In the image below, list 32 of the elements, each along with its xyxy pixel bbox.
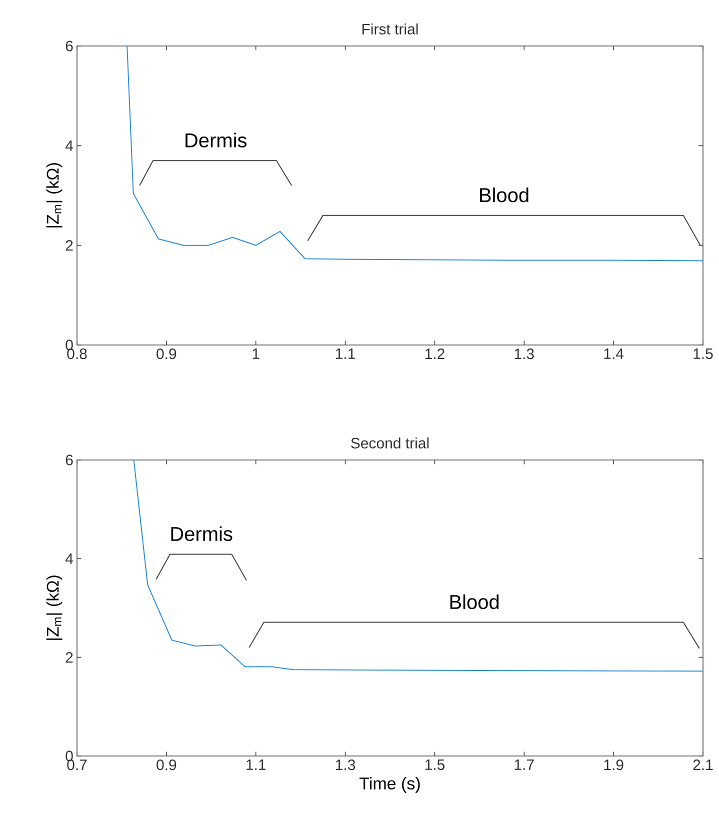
x-tick-label: 1.2 [425,348,444,359]
x-tick-label: 0.7 [67,760,87,770]
x-tick-label: 0.9 [156,348,176,360]
y-axis-title: |Z$_{m}$| (kΩ) [46,163,62,228]
x-tick-label: 2.1 [693,760,713,770]
y-axis-title: |Z$_{m}$| (kΩ) [46,576,62,640]
x-tick-label: 1.5 [425,760,445,770]
x-axis-title: Time (s) [360,777,420,793]
x-tick-label: 1.1 [336,348,355,359]
chart-title: Second trial [351,437,429,448]
x-tick-label: 1.5 [694,348,713,359]
annotation: Dermis [186,132,247,148]
x-tick-label: 1.4 [604,348,624,359]
x-tick-label: 1.9 [604,760,624,770]
y-tick-label: 4 [65,140,74,151]
x-tick-label: 1.3 [514,348,534,360]
y-tick-label: 6 [66,40,73,52]
y-tick-label: 6 [66,454,73,466]
x-tick-label: 1.3 [336,760,356,770]
x-tick-label: 1.1 [246,760,266,770]
line-series [133,460,703,672]
x-tick-label: 0.8 [67,348,87,360]
x-tick-label: 1 [252,348,260,359]
x-tick-label: 0.9 [156,760,176,770]
chart-title: First trial [362,23,418,34]
y-tick-label: 2 [66,240,73,251]
annotation: Blood [450,594,499,610]
annotation: Dermis [171,526,232,542]
y-tick-label: 2 [66,652,73,663]
x-tick-label: 1.7 [514,760,534,770]
y-tick-label: 4 [65,554,74,564]
annotation: Blood [480,188,528,202]
